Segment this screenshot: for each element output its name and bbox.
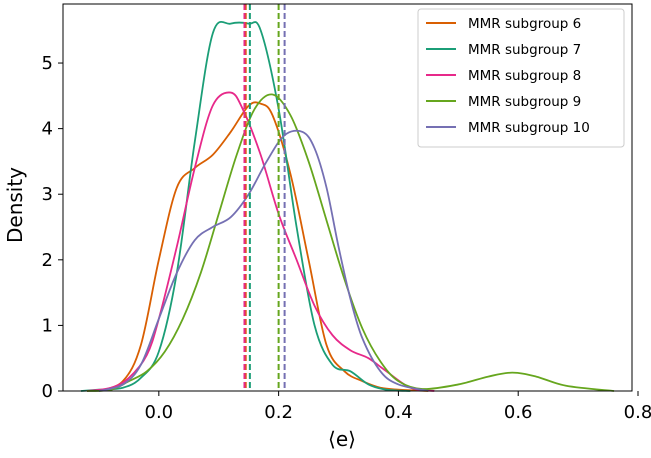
plot-area: [62, 3, 633, 392]
x-tick-label: 0.4: [384, 402, 413, 423]
y-axis: 0 1 2 3 4 5: [42, 53, 63, 402]
x-tick-label: 0.0: [145, 402, 174, 423]
legend: MMR subgroup 6 MMR subgroup 7 MMR subgroup…: [417, 8, 625, 148]
series-line-4: [86, 93, 615, 392]
x-axis: 0.0 0.2 0.4 0.6 0.8: [145, 391, 651, 423]
series-line-5: [98, 129, 429, 392]
y-tick-label: 5: [42, 53, 53, 74]
legend-entry-2: MMR subgroup 7: [468, 42, 581, 58]
x-tick-label: 0.8: [624, 402, 651, 423]
y-tick-label: 1: [42, 315, 53, 336]
series-line-2: [80, 20, 411, 392]
legend-entry-1: MMR subgroup 6: [468, 16, 581, 32]
x-axis-label: ⟨e⟩: [328, 427, 356, 451]
legend-entry-5: MMR subgroup 10: [468, 120, 590, 136]
legend-box: [417, 8, 625, 148]
plot-frame: [62, 3, 633, 392]
y-tick-label: 0: [42, 381, 53, 402]
y-tick-label: 2: [42, 250, 53, 271]
series-line-3: [86, 91, 435, 392]
legend-entry-4: MMR subgroup 9: [468, 94, 581, 110]
legend-entry-3: MMR subgroup 8: [468, 68, 581, 84]
x-tick-label: 0.2: [264, 402, 293, 423]
y-tick-label: 3: [42, 184, 53, 205]
y-axis-label: Density: [3, 167, 27, 243]
y-tick-label: 4: [42, 119, 53, 140]
x-tick-label: 0.6: [504, 402, 533, 423]
